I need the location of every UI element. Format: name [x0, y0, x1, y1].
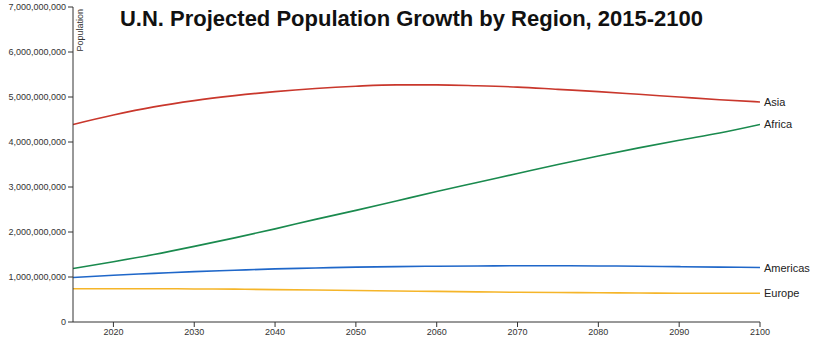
svg-text:1,000,000,000: 1,000,000,000: [8, 272, 66, 282]
svg-text:2100: 2100: [750, 327, 770, 337]
svg-text:Asia: Asia: [764, 96, 786, 108]
svg-text:2060: 2060: [427, 327, 447, 337]
svg-text:Americas: Americas: [764, 262, 810, 274]
svg-text:2,000,000,000: 2,000,000,000: [8, 227, 66, 237]
svg-text:6,000,000,000: 6,000,000,000: [8, 47, 66, 57]
html-text:U.N. Projected Population Grow: U.N. Projected Population Growth by Regi…: [119, 6, 704, 31]
svg-text:5,000,000,000: 5,000,000,000: [8, 92, 66, 102]
svg-text:0: 0: [61, 317, 66, 327]
svg-text:2040: 2040: [265, 327, 285, 337]
svg-text:2050: 2050: [346, 327, 366, 337]
svg-text:Population: Population: [75, 9, 85, 52]
svg-text:Europe: Europe: [764, 287, 799, 299]
svg-text:2030: 2030: [184, 327, 204, 337]
svg-text:7,000,000,000: 7,000,000,000: [8, 2, 66, 12]
svg-text:2020: 2020: [103, 327, 123, 337]
svg-text:2080: 2080: [588, 327, 608, 337]
svg-text:2070: 2070: [508, 327, 528, 337]
svg-text:4,000,000,000: 4,000,000,000: [8, 137, 66, 147]
svg-text:2090: 2090: [669, 327, 689, 337]
svg-text:3,000,000,000: 3,000,000,000: [8, 182, 66, 192]
svg-text:Africa: Africa: [764, 118, 793, 130]
